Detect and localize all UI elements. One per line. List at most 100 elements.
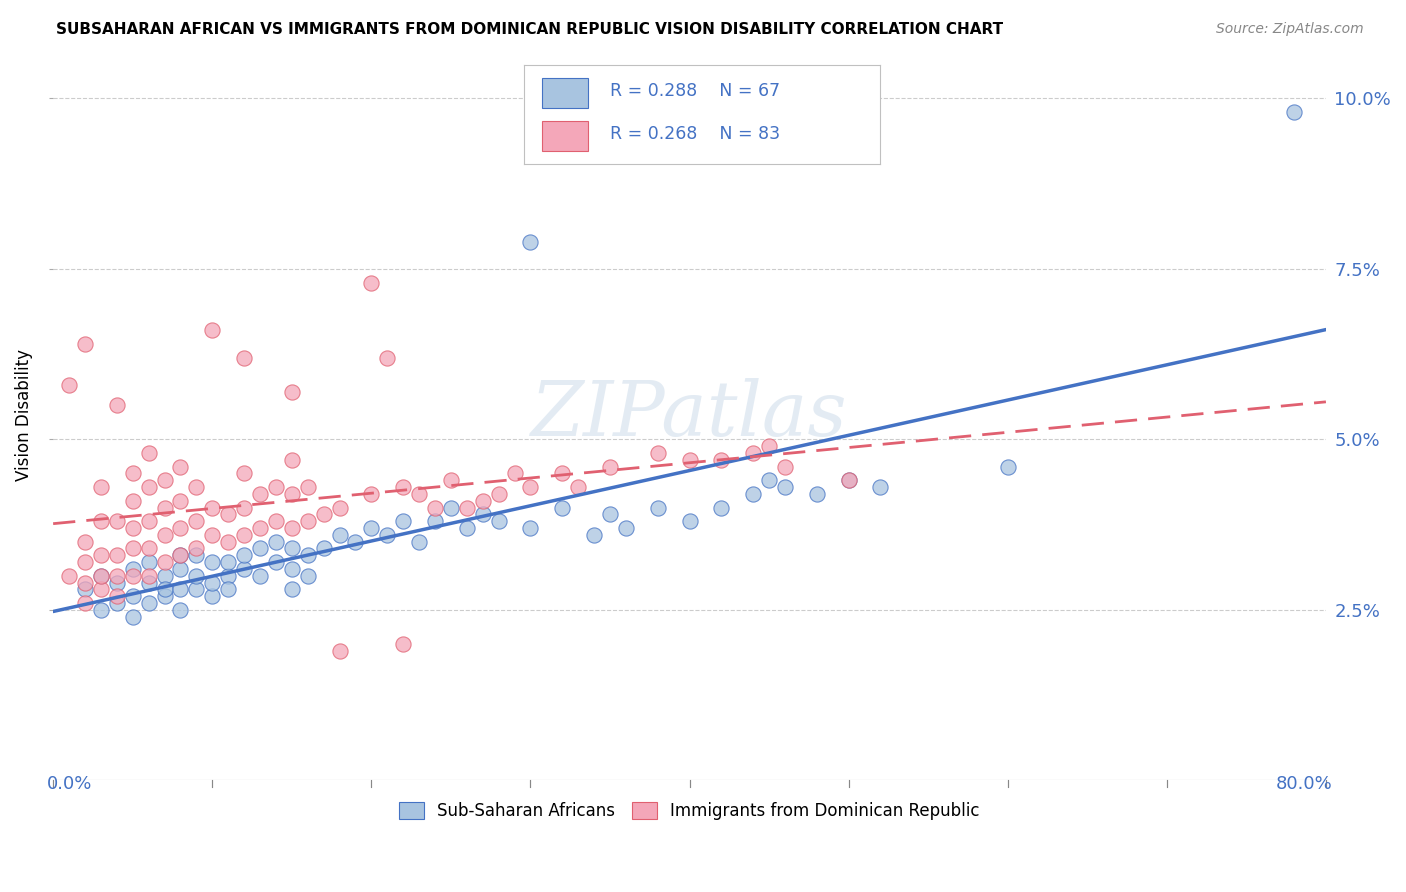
Point [392, 514, 415, 528]
Point [423, 500, 446, 515]
Point [281, 384, 304, 399]
Point [217, 555, 239, 569]
Text: Source: ZipAtlas.com: Source: ZipAtlas.com [1216, 22, 1364, 37]
Point [360, 276, 382, 290]
Point [488, 514, 510, 528]
Point [471, 493, 494, 508]
Point [249, 541, 271, 556]
Point [90, 603, 112, 617]
Point [186, 549, 208, 563]
Point [997, 459, 1019, 474]
Point [328, 644, 350, 658]
Point [360, 487, 382, 501]
Point [838, 473, 860, 487]
Point [710, 452, 733, 467]
Point [773, 459, 796, 474]
Point [264, 555, 287, 569]
Point [186, 514, 208, 528]
Point [153, 582, 176, 597]
Point [90, 568, 112, 582]
Point [138, 541, 160, 556]
Point [58, 377, 80, 392]
Point [456, 500, 478, 515]
Point [169, 549, 191, 563]
Point [121, 589, 143, 603]
Point [773, 480, 796, 494]
Text: SUBSAHARAN AFRICAN VS IMMIGRANTS FROM DOMINICAN REPUBLIC VISION DISABILITY CORRE: SUBSAHARAN AFRICAN VS IMMIGRANTS FROM DO… [56, 22, 1004, 37]
Point [503, 467, 526, 481]
Point [201, 555, 224, 569]
Point [201, 528, 224, 542]
Point [153, 555, 176, 569]
Point [169, 521, 191, 535]
Point [121, 562, 143, 576]
Point [186, 480, 208, 494]
Point [233, 528, 256, 542]
Point [423, 514, 446, 528]
Point [105, 514, 128, 528]
Point [169, 459, 191, 474]
Point [233, 351, 256, 365]
Point [1282, 105, 1305, 120]
Point [551, 500, 574, 515]
Point [297, 480, 319, 494]
Point [392, 637, 415, 651]
Point [90, 549, 112, 563]
Point [186, 541, 208, 556]
Point [344, 534, 367, 549]
Point [440, 500, 463, 515]
Point [678, 514, 700, 528]
Legend: Sub-Saharan Africans, Immigrants from Dominican Republic: Sub-Saharan Africans, Immigrants from Do… [392, 795, 987, 827]
Point [742, 487, 765, 501]
Point [121, 467, 143, 481]
Point [217, 582, 239, 597]
Point [90, 514, 112, 528]
Point [153, 589, 176, 603]
Point [73, 534, 96, 549]
Point [217, 508, 239, 522]
Point [90, 568, 112, 582]
Point [233, 500, 256, 515]
Point [264, 514, 287, 528]
Point [169, 603, 191, 617]
Point [233, 562, 256, 576]
Point [73, 337, 96, 351]
Point [519, 521, 541, 535]
Point [281, 521, 304, 535]
Point [614, 521, 637, 535]
Point [264, 480, 287, 494]
Point [869, 480, 891, 494]
Point [201, 589, 224, 603]
Point [599, 508, 621, 522]
Point [121, 568, 143, 582]
Point [647, 446, 669, 460]
Y-axis label: Vision Disability: Vision Disability [15, 350, 32, 482]
Point [169, 582, 191, 597]
Point [838, 473, 860, 487]
Point [138, 480, 160, 494]
Point [186, 568, 208, 582]
Point [408, 487, 430, 501]
Point [186, 582, 208, 597]
Point [742, 446, 765, 460]
Point [583, 528, 606, 542]
Point [121, 541, 143, 556]
Text: 80.0%: 80.0% [1275, 775, 1333, 793]
Point [138, 446, 160, 460]
Point [281, 487, 304, 501]
Point [567, 480, 589, 494]
Point [758, 473, 780, 487]
Point [647, 500, 669, 515]
Point [281, 582, 304, 597]
Point [153, 528, 176, 542]
Point [264, 534, 287, 549]
Point [138, 596, 160, 610]
Point [678, 452, 700, 467]
Point [519, 235, 541, 249]
Point [90, 480, 112, 494]
Point [456, 521, 478, 535]
Point [488, 487, 510, 501]
Point [710, 500, 733, 515]
Point [73, 596, 96, 610]
Point [138, 568, 160, 582]
